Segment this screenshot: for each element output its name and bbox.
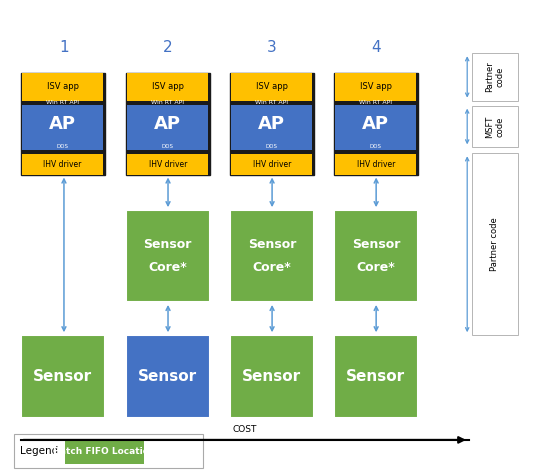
Text: Win RT API: Win RT API: [151, 100, 184, 105]
Bar: [14, 434, 203, 468]
Text: Win RT API: Win RT API: [255, 100, 288, 105]
Text: Sensor: Sensor: [352, 238, 400, 251]
Text: IHV driver: IHV driver: [43, 160, 82, 169]
Text: Sensor: Sensor: [144, 238, 192, 251]
Bar: [230, 210, 314, 302]
Bar: [335, 105, 416, 150]
Bar: [230, 73, 314, 175]
Text: AP: AP: [49, 115, 76, 133]
Text: COST: COST: [233, 425, 257, 434]
Text: Core*: Core*: [253, 261, 291, 274]
Bar: [21, 73, 105, 175]
Bar: [472, 153, 518, 335]
Text: Partner
code: Partner code: [485, 61, 504, 93]
Text: IHV driver: IHV driver: [253, 160, 291, 169]
Text: Sensor: Sensor: [248, 238, 296, 251]
Bar: [231, 101, 312, 105]
Bar: [472, 53, 518, 101]
Bar: [22, 105, 103, 150]
Bar: [334, 73, 418, 175]
Text: AP: AP: [154, 115, 181, 133]
Text: Sensor: Sensor: [346, 369, 405, 384]
Text: Sensor: Sensor: [138, 369, 197, 384]
Text: ISV app: ISV app: [152, 82, 184, 92]
Bar: [231, 150, 312, 154]
Text: DDS: DDS: [370, 144, 382, 149]
Text: Win RT API: Win RT API: [359, 100, 392, 105]
Bar: [22, 154, 103, 175]
Text: Batch FIFO Location: Batch FIFO Location: [53, 447, 156, 456]
Bar: [334, 335, 418, 418]
Text: Sensor: Sensor: [33, 369, 92, 384]
Text: DDS: DDS: [56, 144, 69, 149]
Text: AP: AP: [363, 115, 389, 133]
Text: Core*: Core*: [149, 261, 187, 274]
Bar: [335, 73, 416, 101]
Bar: [126, 210, 210, 302]
Bar: [335, 150, 416, 154]
Text: MSFT
code: MSFT code: [485, 115, 504, 138]
Bar: [127, 73, 208, 101]
Text: ISV app: ISV app: [256, 82, 288, 92]
Text: Win RT API: Win RT API: [46, 100, 79, 105]
Bar: [126, 73, 210, 175]
Text: ISV app: ISV app: [47, 82, 79, 92]
Bar: [127, 105, 208, 150]
Bar: [126, 335, 210, 418]
Bar: [22, 150, 103, 154]
Text: IHV driver: IHV driver: [357, 160, 395, 169]
Bar: [22, 101, 103, 105]
Bar: [472, 106, 518, 147]
Bar: [335, 154, 416, 175]
Bar: [231, 105, 312, 150]
Text: Partner code: Partner code: [490, 218, 499, 271]
Text: Core*: Core*: [357, 261, 395, 274]
Text: Legend: Legend: [20, 446, 59, 456]
Text: ISV app: ISV app: [360, 82, 392, 92]
Bar: [127, 154, 208, 175]
Bar: [231, 154, 312, 175]
Bar: [334, 210, 418, 302]
Text: IHV driver: IHV driver: [149, 160, 187, 169]
Bar: [22, 73, 103, 101]
Bar: [231, 73, 312, 101]
Text: 4: 4: [371, 40, 381, 55]
Bar: [230, 335, 314, 418]
Bar: [127, 101, 208, 105]
Text: Sensor: Sensor: [242, 369, 301, 384]
Text: AP: AP: [259, 115, 285, 133]
Text: 1: 1: [59, 40, 69, 55]
Bar: [65, 439, 144, 464]
Text: 2: 2: [163, 40, 173, 55]
Text: 3: 3: [267, 40, 277, 55]
Text: DDS: DDS: [266, 144, 278, 149]
Bar: [127, 150, 208, 154]
Bar: [21, 335, 105, 418]
Bar: [335, 101, 416, 105]
Text: DDS: DDS: [162, 144, 174, 149]
